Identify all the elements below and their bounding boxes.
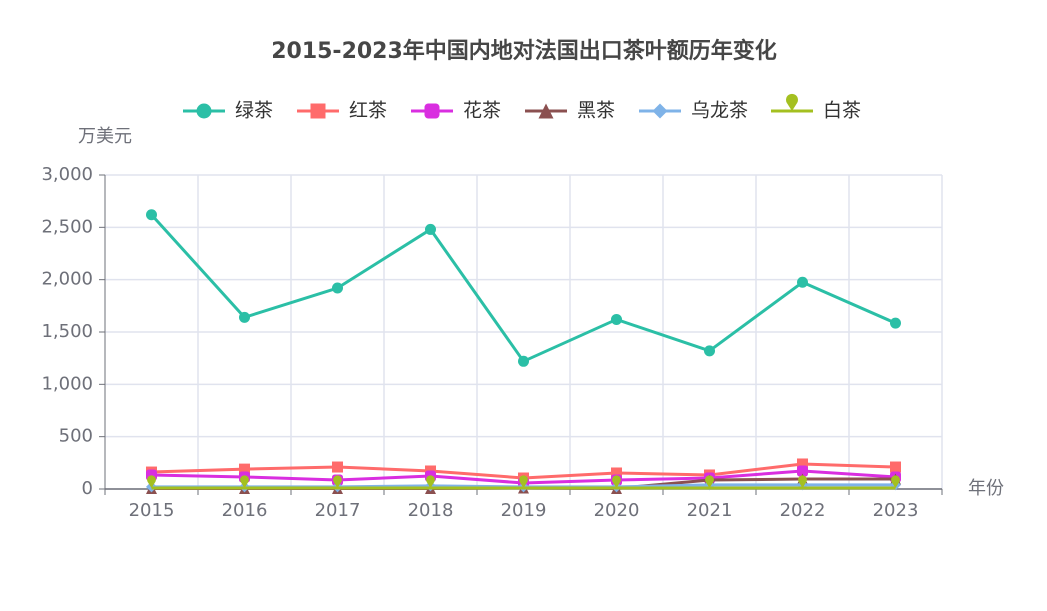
marker <box>611 467 622 479</box>
marker <box>426 475 435 488</box>
legend-label: 红茶 <box>349 100 387 122</box>
y-tick-label: 2,500 <box>41 216 93 237</box>
x-tick-label: 2018 <box>408 500 454 521</box>
legend-label: 白茶 <box>823 100 861 122</box>
legend-marker <box>538 103 554 119</box>
marker <box>797 276 808 288</box>
marker <box>425 223 436 235</box>
x-tick-label: 2017 <box>315 500 361 521</box>
marker <box>704 345 715 357</box>
marker <box>797 458 808 470</box>
marker <box>146 209 157 221</box>
marker <box>332 282 343 294</box>
marker <box>611 313 622 325</box>
x-tick-label: 2023 <box>873 500 919 521</box>
x-tick-label: 2015 <box>129 500 175 521</box>
y-tick-label: 1,000 <box>41 373 93 394</box>
x-tick-label: 2021 <box>687 500 733 521</box>
legend-label: 乌龙茶 <box>691 100 748 122</box>
marker <box>518 355 529 367</box>
marker <box>240 475 249 488</box>
legend-label: 绿茶 <box>235 100 273 122</box>
x-tick-label: 2019 <box>501 500 547 521</box>
line <box>150 213 897 363</box>
y-tick-label: 3,000 <box>41 164 93 185</box>
marker <box>333 475 342 488</box>
y-tick-label: 2,000 <box>41 269 93 290</box>
marker <box>890 317 901 329</box>
marker <box>705 475 714 488</box>
y-tick-label: 500 <box>59 426 93 447</box>
y-tick-label: 1,500 <box>41 321 93 342</box>
chart-title: 2015-2023年中国内地对法国出口茶叶额历年变化 <box>271 38 777 64</box>
legend-marker <box>786 93 798 111</box>
legend-marker <box>310 103 326 119</box>
marker <box>239 311 250 323</box>
x-tick-label: 2016 <box>222 500 268 521</box>
x-tick-label: 2020 <box>594 500 640 521</box>
legend-label: 黑茶 <box>577 100 615 122</box>
marker <box>890 461 901 473</box>
marker <box>519 475 528 488</box>
marker <box>797 465 808 477</box>
marker <box>612 475 621 488</box>
y-tick-label: 0 <box>82 478 93 499</box>
legend-marker <box>196 103 212 119</box>
legend-marker <box>424 103 440 119</box>
x-tick-label: 2022 <box>780 500 826 521</box>
marker <box>332 461 343 473</box>
x-axis-title: 年份 <box>968 478 1004 499</box>
marker <box>891 475 900 488</box>
y-axis-title: 万美元 <box>78 126 132 147</box>
legend-label: 花茶 <box>463 100 501 122</box>
marker <box>147 475 156 488</box>
marker <box>239 463 250 475</box>
legend-marker <box>652 103 668 119</box>
marker <box>798 475 807 488</box>
